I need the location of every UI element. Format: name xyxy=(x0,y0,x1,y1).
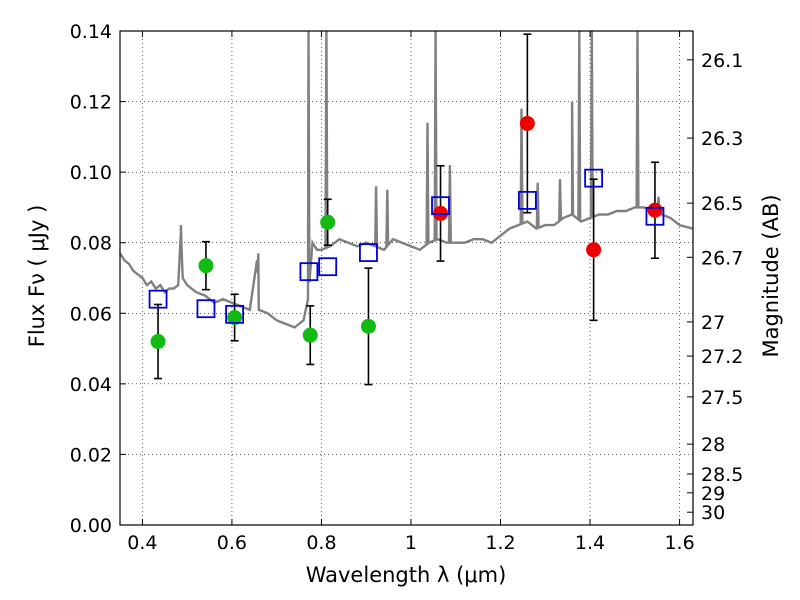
plot-frame xyxy=(119,30,694,526)
mag-tick-label: 30 xyxy=(701,502,725,524)
mag-tick-label: 26.1 xyxy=(701,50,743,72)
data-point xyxy=(227,310,243,326)
mag-tick-label: 28 xyxy=(701,434,725,456)
y-tick-label: 0.04 xyxy=(70,374,112,396)
data-point xyxy=(360,318,376,334)
data-point xyxy=(519,115,535,131)
x-tick-label: 1.4 xyxy=(575,532,605,554)
x-tick-label: 0.4 xyxy=(127,532,157,554)
mag-tick-label: 27.2 xyxy=(701,346,743,368)
mag-tick-label: 26.7 xyxy=(701,247,743,269)
mag-tick-label: 27.5 xyxy=(701,387,743,409)
mag-tick-label: 29 xyxy=(701,483,725,505)
x-tick-label: 1 xyxy=(405,532,417,554)
y-tick-label: 0.12 xyxy=(70,92,112,114)
mag-tick-label: 26.3 xyxy=(701,128,743,150)
data-point xyxy=(198,258,214,274)
y-tick-label: 0.08 xyxy=(70,233,112,255)
model-point xyxy=(584,168,604,188)
mag-tick-label: 28.5 xyxy=(701,464,743,486)
model-point xyxy=(431,196,450,216)
y-tick-label: 0.00 xyxy=(70,515,112,537)
y-axis-label: Flux Fν ( μJy ) xyxy=(25,205,49,348)
y-tick-label: 0.10 xyxy=(70,162,112,184)
model-point xyxy=(318,257,338,277)
mag-tick-label: 26.5 xyxy=(701,193,743,215)
right-axis-label: Magnitude (AB) xyxy=(759,194,783,357)
x-axis-label: Wavelength λ (μm) xyxy=(306,563,507,587)
data-point xyxy=(647,202,663,218)
y-tick-label: 0.06 xyxy=(70,303,112,325)
x-tick-label: 1.2 xyxy=(485,532,515,554)
x-tick-label: 0.8 xyxy=(306,532,336,554)
model-point xyxy=(225,304,245,324)
mag-tick-label: 27 xyxy=(701,312,725,334)
x-tick-label: 0.6 xyxy=(217,532,247,554)
photometry-layer xyxy=(148,33,665,386)
axes-layer: 0.4 0.6 0.8 1 1.2 1.4 1.6 0.00 0.02 0.04 0.06 0.08 0… xyxy=(70,21,744,554)
model-point xyxy=(645,206,665,226)
model-point xyxy=(196,299,216,319)
model-point xyxy=(299,262,319,282)
data-point xyxy=(586,242,602,258)
data-point xyxy=(302,327,318,343)
x-tick-label: 1.6 xyxy=(664,532,694,554)
model-point xyxy=(359,243,378,262)
y-tick-label: 0.14 xyxy=(70,21,112,43)
model-point xyxy=(148,289,168,309)
model-spectrum-layer xyxy=(118,30,694,329)
model-spectrum-line xyxy=(118,30,694,329)
model-point xyxy=(517,190,537,210)
data-point xyxy=(150,334,166,350)
data-point xyxy=(320,214,336,230)
y-tick-label: 0.02 xyxy=(70,444,112,466)
